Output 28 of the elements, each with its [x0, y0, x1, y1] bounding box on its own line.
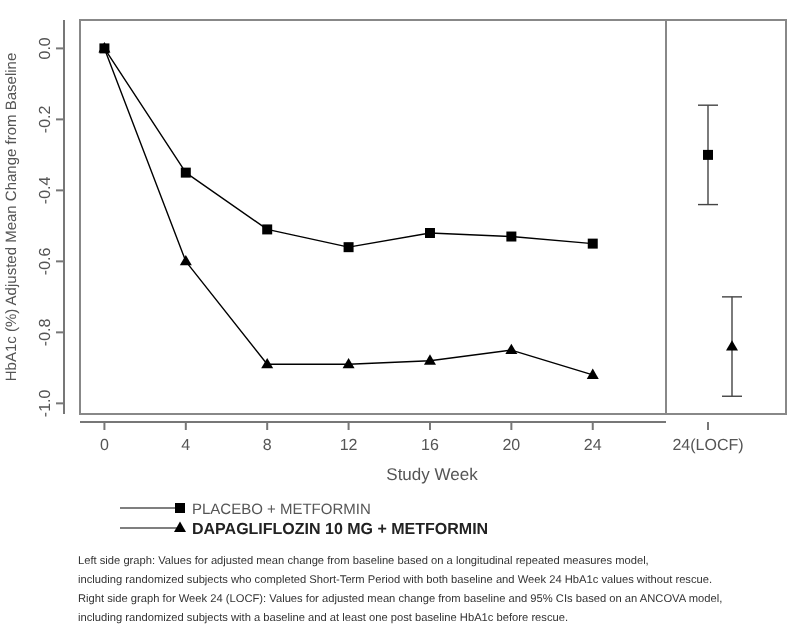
text: 0.0: [36, 37, 54, 60]
point: [180, 167, 191, 178]
point: [342, 357, 355, 369]
x-tick-label: 24(LOCF): [672, 436, 745, 455]
x-tick-label: 24: [583, 436, 603, 455]
point: [424, 227, 435, 238]
y-tick-label: -0.4: [36, 175, 54, 205]
y-tick-label: -0.6: [36, 246, 54, 276]
point: [506, 231, 517, 242]
point: [586, 368, 599, 379]
point: [423, 354, 436, 365]
legend-label: DAPAGLIFLOZIN 10 MG + METFORMIN: [192, 520, 489, 538]
point: [262, 224, 273, 235]
x-axis-title: Study Week: [386, 464, 480, 484]
x-tick-label: 8: [262, 436, 273, 455]
point: [587, 238, 598, 249]
point: [179, 254, 192, 266]
y-tick-label: -0.2: [36, 104, 54, 134]
y-tick-label: -0.8: [36, 317, 54, 347]
point: [261, 357, 274, 369]
x-tick-label: 12: [339, 436, 359, 455]
x-tick-label: 0: [99, 436, 110, 455]
point: [343, 242, 354, 253]
x-tick-label: 16: [421, 436, 440, 455]
text: -1.0: [36, 389, 54, 418]
point: [505, 343, 518, 355]
x-tick-label: 20: [502, 436, 522, 455]
x-tick-label: 4: [181, 436, 192, 455]
